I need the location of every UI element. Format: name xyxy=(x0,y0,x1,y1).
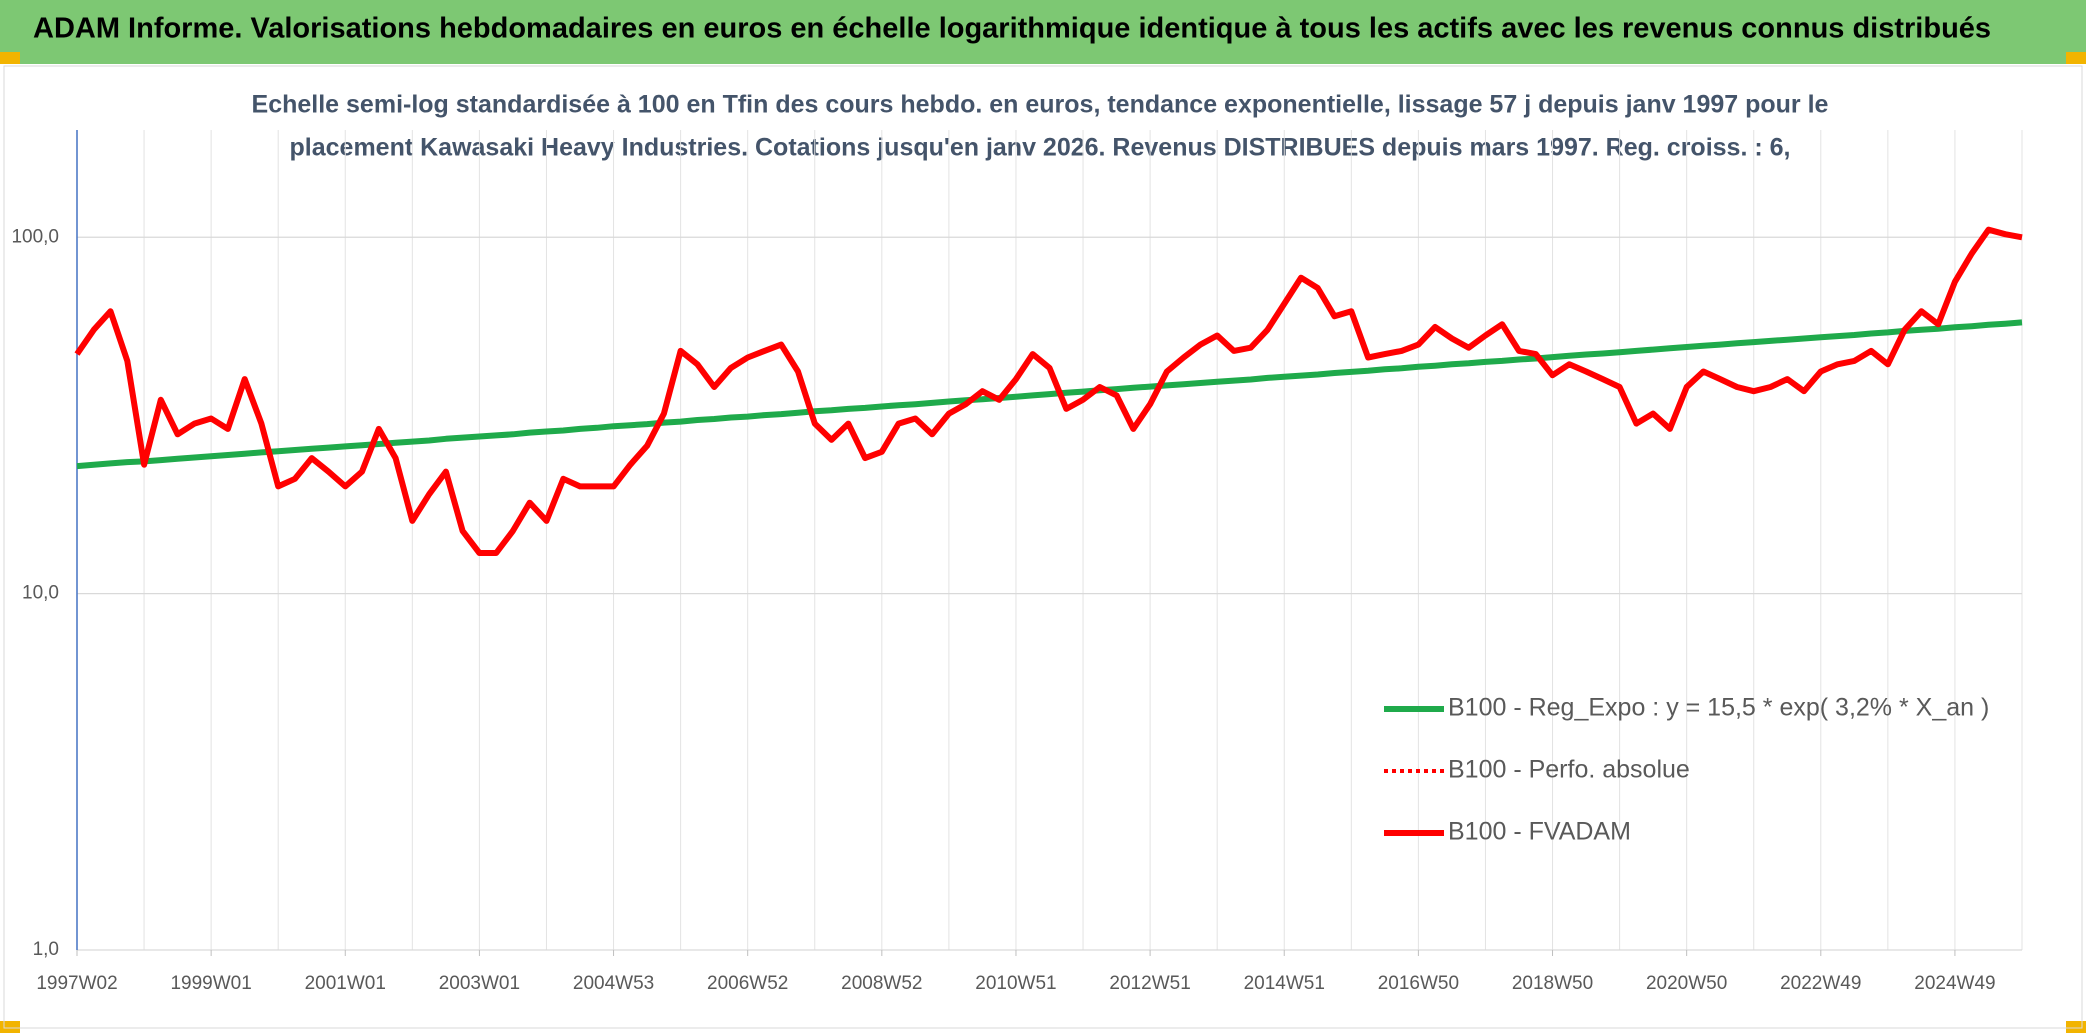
y-tick-label: 100,0 xyxy=(11,226,59,247)
x-tick-label: 2022W49 xyxy=(1780,973,1861,994)
x-tick-label: 2001W01 xyxy=(305,973,386,994)
chart-border xyxy=(3,65,2083,1029)
header-bar xyxy=(0,0,2086,64)
x-tick-label: 2003W01 xyxy=(439,973,520,994)
x-tick-label: 2016W50 xyxy=(1378,973,1459,994)
chart-title: placement Kawasaki Heavy Industries. Cot… xyxy=(290,134,1791,162)
header-title: ADAM Informe. Valorisations hebdomadaire… xyxy=(33,13,1991,45)
chart-title: Echelle semi-log standardisée à 100 en T… xyxy=(252,91,1829,119)
corner xyxy=(2066,1021,2086,1033)
y-tick-label: 1,0 xyxy=(33,939,59,960)
corner xyxy=(2066,52,2086,64)
x-tick-label: 2012W51 xyxy=(1109,973,1190,994)
x-tick-label: 2020W50 xyxy=(1646,973,1727,994)
x-tick-label: 2008W52 xyxy=(841,973,922,994)
y-tick-label: 10,0 xyxy=(22,583,59,604)
series-line xyxy=(76,319,2023,470)
x-tick-label: 1999W01 xyxy=(170,973,251,994)
x-tick-label: 2004W53 xyxy=(573,973,654,994)
x-tick-label: 2010W51 xyxy=(975,973,1056,994)
legend-label: B100 - Reg_Expo : y = 15,5 * exp( 3,2% *… xyxy=(1448,694,1989,722)
corner xyxy=(0,1021,20,1033)
x-tick-label: 2024W49 xyxy=(1914,973,1995,994)
legend-label: B100 - FVADAM xyxy=(1448,818,1631,846)
corner xyxy=(0,52,20,64)
x-tick-label: 2018W50 xyxy=(1512,973,1593,994)
x-tick-label: 2014W51 xyxy=(1244,973,1325,994)
x-tick-label: 2006W52 xyxy=(707,973,788,994)
x-tick-label: 1997W02 xyxy=(36,973,117,994)
legend-label: B100 - Perfo. absolue xyxy=(1448,756,1690,784)
series-line xyxy=(74,226,2023,556)
